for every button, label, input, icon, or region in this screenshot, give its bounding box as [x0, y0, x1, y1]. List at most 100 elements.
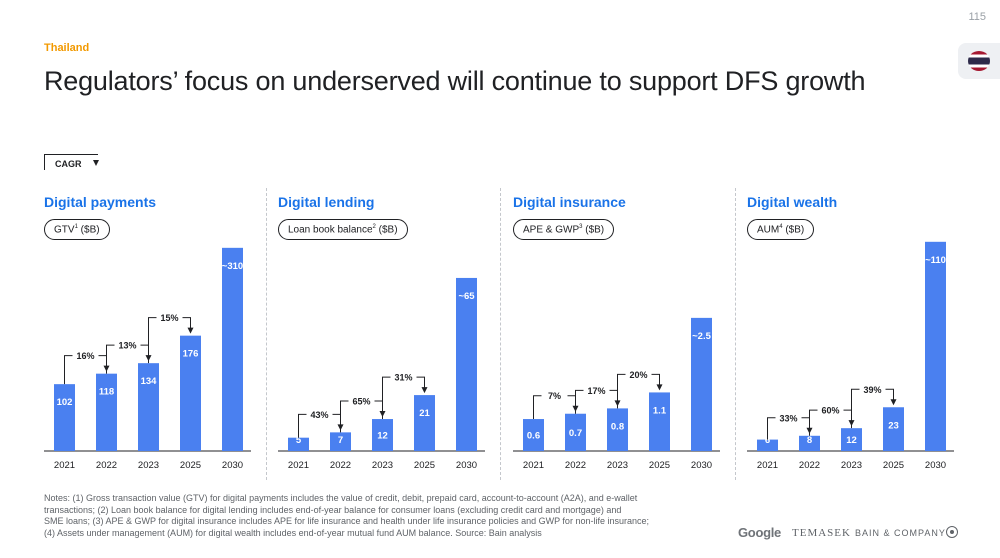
cagr-label: 15% — [160, 313, 178, 323]
bar-value-label: 1.1 — [653, 405, 667, 416]
unit-suffix: ($B) — [782, 224, 805, 236]
cagr-label: 7% — [548, 391, 561, 401]
cagr-label: 17% — [587, 386, 605, 396]
arrow-down-icon — [93, 160, 99, 166]
bar — [54, 384, 75, 451]
bar — [883, 407, 904, 451]
cagr-label: 65% — [352, 397, 370, 407]
x-tick-label: 2021 — [757, 460, 778, 471]
panel-divider — [735, 188, 736, 480]
bar-value-label: ~110 — [925, 255, 946, 266]
country-label: Thailand — [44, 42, 90, 54]
bar-value-label: 0.6 — [527, 431, 540, 442]
cagr-label: 39% — [863, 385, 881, 395]
x-tick-label: 2022 — [799, 460, 820, 471]
cagr-label-bg — [775, 410, 802, 424]
bar-value-label: 6 — [765, 435, 770, 446]
bar — [925, 241, 946, 451]
bar — [799, 435, 820, 451]
bar — [96, 373, 117, 451]
arrow-down-icon — [890, 399, 897, 406]
x-tick-label: 2021 — [523, 460, 544, 471]
unit-pill: AUM4 ($B) — [747, 219, 815, 240]
x-tick-label: 2023 — [607, 460, 628, 471]
bar-value-label: 8 — [807, 435, 812, 446]
bar — [565, 413, 586, 451]
bar — [691, 317, 712, 451]
unit-pill: APE & GWP3 ($B) — [513, 219, 615, 240]
cagr-label-bg — [817, 403, 844, 417]
footnote-line: Notes: (1) Gross transaction value (GTV)… — [44, 493, 638, 503]
cagr-label: 16% — [76, 351, 94, 361]
bar-chart: 0.6 2021 0.7 2022 0.8 2023 1.1 2025 ~2.5 2030 7% 17… — [513, 317, 720, 471]
bar — [523, 419, 544, 451]
unit-label: Loan book balance — [288, 224, 373, 236]
x-tick-label: 2025 — [180, 460, 201, 471]
cagr-label: 43% — [310, 410, 328, 420]
cagr-legend: CAGR — [44, 154, 99, 170]
bar — [372, 419, 393, 451]
bar-value-label: ~310 — [222, 261, 243, 272]
bar-chart: 5 2021 7 2022 12 2023 21 2025 ~65 2030 43% 65% 31% — [278, 277, 485, 471]
cagr-label-bg — [306, 407, 333, 421]
bar-chart: 6 2021 8 2022 12 2023 23 2025 ~110 2030 33% 60% 39% — [747, 241, 954, 471]
footnote-line: SME loans; (3) APE & GWP for digital ins… — [44, 516, 649, 526]
unit-label: APE & GWP — [523, 224, 580, 236]
cagr-label-bg — [625, 367, 652, 381]
cagr-label-bg — [114, 338, 141, 352]
unit-label: GTV — [54, 224, 75, 236]
bar-value-label: 102 — [57, 397, 73, 408]
unit-label: AUM — [757, 224, 780, 236]
cagr-label-bg — [348, 394, 375, 408]
page-number: 115 — [968, 11, 986, 23]
unit-pill: Loan book balance2 ($B) — [278, 219, 408, 240]
panel-title: Digital lending — [278, 194, 375, 210]
bar — [649, 392, 670, 451]
bar — [414, 395, 435, 451]
bain-logo: BAIN & COMPANY — [855, 528, 946, 538]
bar-value-label: 176 — [183, 349, 199, 360]
footnote-line: (4) Assets under management (AUM) for di… — [44, 527, 542, 538]
x-tick-label: 2030 — [456, 460, 477, 471]
arrow-down-icon — [187, 327, 194, 334]
unit-suffix: ($B) — [375, 224, 398, 236]
panel-divider — [500, 188, 501, 480]
x-tick-label: 2022 — [96, 460, 117, 471]
cagr-label-bg — [583, 383, 610, 397]
x-tick-label: 2021 — [54, 460, 75, 471]
x-tick-label: 2030 — [222, 460, 243, 471]
unit-suffix: ($B) — [582, 224, 605, 236]
cagr-label-bg — [859, 382, 886, 396]
cagr-label-bg — [72, 348, 99, 362]
thailand-flag-icon — [968, 51, 990, 71]
unit-pill: GTV1 ($B) — [44, 219, 110, 240]
footnote-ref: 3 — [579, 224, 583, 230]
panel-title: Digital wealth — [747, 194, 838, 210]
cagr-label: 31% — [394, 373, 412, 383]
bar-value-label: 134 — [141, 376, 158, 387]
footnote-ref: 4 — [779, 224, 783, 230]
arrow-down-icon — [656, 384, 663, 391]
x-tick-label: 2021 — [288, 460, 309, 471]
bar — [757, 439, 778, 451]
cagr-label-bg — [390, 370, 417, 384]
cagr-label-bg — [541, 388, 568, 402]
bar — [456, 277, 477, 451]
cagr-label: 60% — [821, 406, 839, 416]
cagr-label: 13% — [118, 341, 136, 351]
bar-value-label: 0.7 — [569, 428, 582, 439]
x-tick-label: 2025 — [883, 460, 904, 471]
bar-value-label: 23 — [888, 420, 899, 431]
bar — [180, 335, 201, 451]
cagr-label: 20% — [629, 370, 647, 380]
bar-value-label: 7 — [338, 435, 343, 446]
google-logo: Google — [738, 525, 781, 540]
x-tick-label: 2023 — [138, 460, 159, 471]
bar-value-label: ~2.5 — [692, 331, 711, 342]
arrow-down-icon — [421, 387, 428, 394]
footnotes: Notes: (1) Gross transaction value (GTV)… — [44, 493, 694, 539]
footnote-ref: 1 — [74, 224, 78, 230]
country-flag-tab[interactable] — [958, 43, 1000, 79]
footnote-line: transactions; (2) Loan book balance for … — [44, 504, 622, 515]
footnote-ref: 2 — [372, 224, 376, 230]
